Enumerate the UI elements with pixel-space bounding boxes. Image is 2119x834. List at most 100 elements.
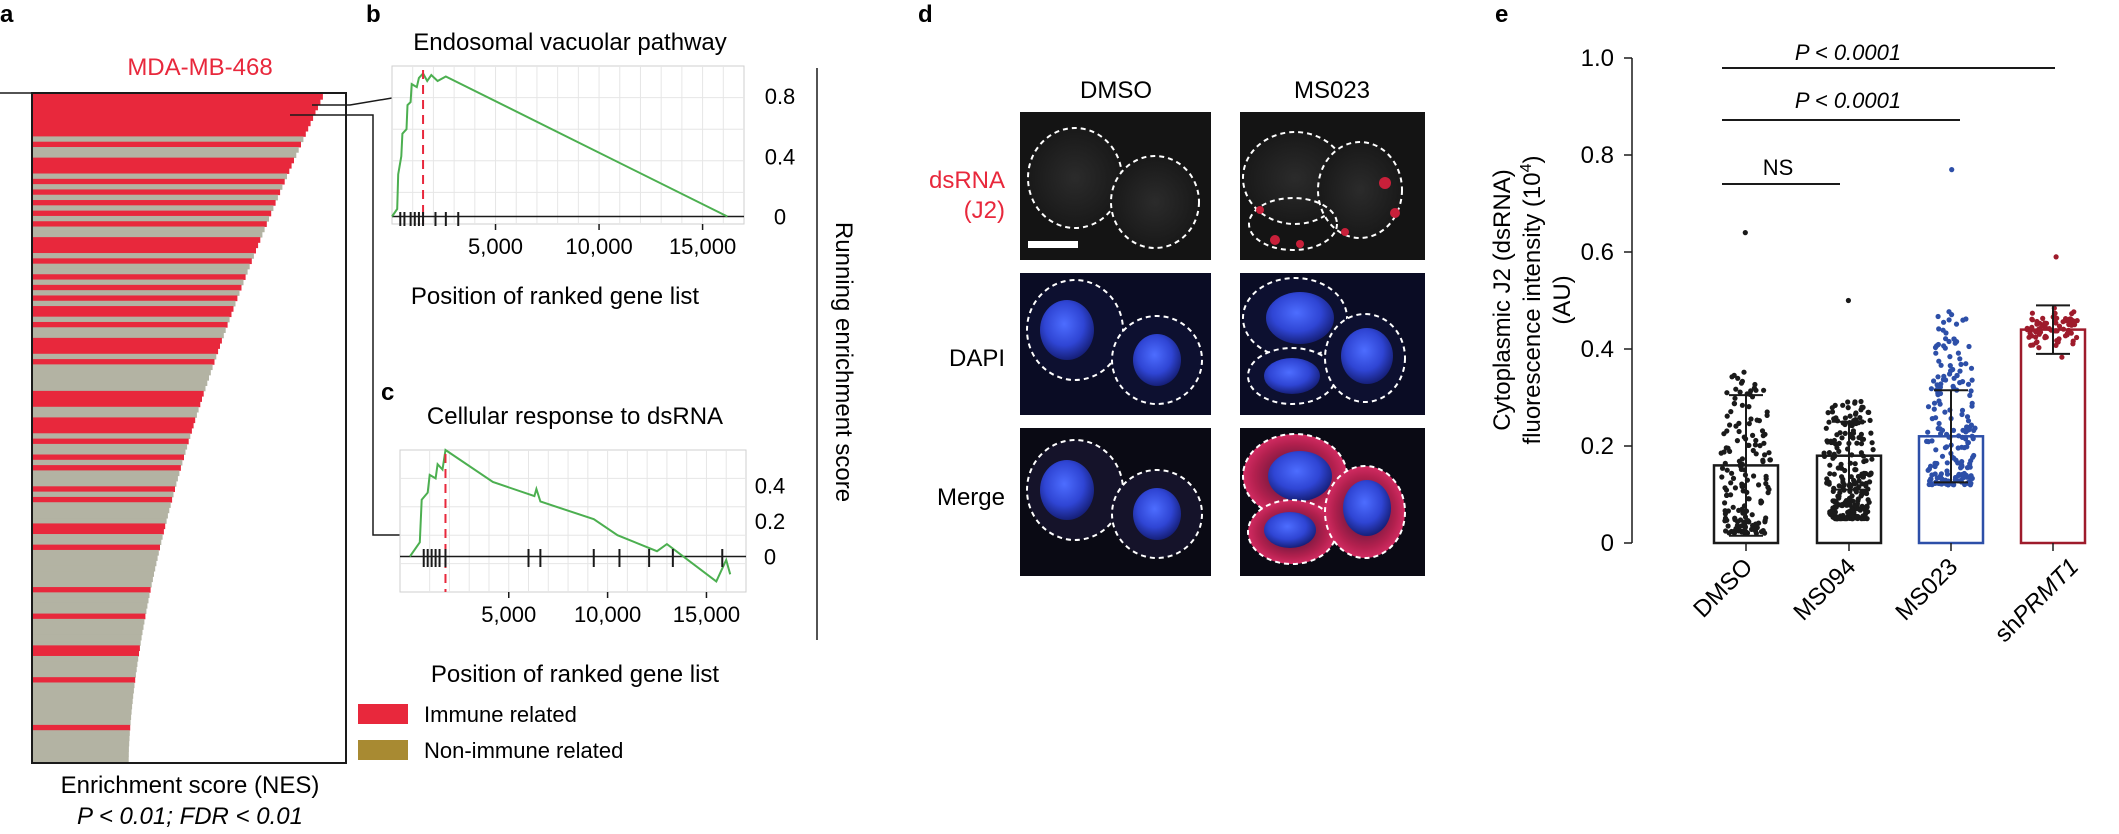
e-data-point	[2056, 323, 2063, 329]
e-data-point	[1866, 499, 1872, 505]
e-data-point	[1969, 433, 1975, 439]
e-data-point	[1964, 465, 1971, 471]
non-immune-gene-set-bar	[33, 263, 250, 270]
e-data-point	[1735, 375, 1741, 381]
e-data-point	[1724, 390, 1730, 396]
row-label-dsrna: dsRNA	[929, 167, 1005, 194]
immune-gene-set-bar	[33, 401, 201, 408]
non-immune-gene-set-bar	[33, 756, 129, 763]
panel-c-letter: c	[381, 379, 394, 406]
e-data-point	[1965, 381, 1972, 387]
e-data-point	[1752, 442, 1758, 448]
e-data-point	[1967, 392, 1973, 398]
e-data-point	[1730, 475, 1737, 481]
panel-e: e Cytoplasmic J2 (dsRNA) fluorescence in…	[1489, 1, 2087, 648]
e-data-point	[1728, 480, 1734, 486]
e-data-point	[1842, 415, 1848, 421]
non-immune-gene-set-bar	[33, 374, 209, 381]
non-immune-gene-set-bar	[33, 268, 248, 275]
e-data-point	[1935, 341, 1941, 348]
e-data-point	[1760, 459, 1766, 465]
legend-non-immune-label: Non-immune related	[424, 738, 623, 763]
y-tick-label: 0	[764, 545, 776, 570]
e-data-point	[1928, 480, 1934, 486]
e-data-point	[1964, 414, 1971, 420]
non-immune-gene-set-bar	[33, 746, 129, 752]
e-data-point	[1929, 438, 1935, 444]
non-immune-gene-set-bar	[33, 708, 132, 715]
e-data-point	[1935, 425, 1941, 432]
non-immune-gene-set-bar	[33, 364, 213, 371]
e-data-point	[1719, 474, 1725, 480]
non-immune-gene-set-bar	[33, 231, 263, 238]
e-data-point	[2033, 329, 2039, 335]
e-data-point	[1736, 507, 1742, 513]
e-data-point	[1963, 361, 1969, 367]
e-data-point	[2055, 339, 2061, 345]
panel-b: b Endosomal vacuolar pathway 5,000 10,000…	[366, 1, 795, 310]
row-label-merge: Merge	[937, 484, 1005, 511]
micrograph-j2-dmso	[1020, 112, 1211, 260]
e-data-point	[1939, 453, 1946, 459]
non-immune-gene-set-bar	[33, 332, 224, 339]
e-data-point	[1733, 423, 1739, 429]
e-data-point	[1868, 430, 1874, 436]
non-immune-gene-set-bar	[33, 608, 147, 614]
e-data-point	[1949, 167, 1955, 173]
immune-gene-set-bar	[33, 141, 301, 148]
e-data-point	[1968, 388, 1974, 394]
e-data-point	[1730, 504, 1736, 510]
e-data-point	[1823, 425, 1829, 431]
non-immune-gene-set-bar	[33, 597, 149, 604]
e-data-point	[1950, 427, 1957, 433]
connector-b-top	[312, 97, 393, 106]
non-immune-gene-set-bar	[33, 449, 186, 455]
e-data-point	[1832, 453, 1838, 459]
e-data-point	[1723, 528, 1729, 534]
immune-gene-set-bar	[33, 94, 323, 100]
non-immune-gene-set-bar	[33, 443, 188, 450]
x-tick-label: 10,000	[574, 602, 641, 627]
e-data-point	[1857, 415, 1863, 421]
e-data-point	[1938, 362, 1944, 368]
panel-c: c Cellular response to dsRNA 5,000 10,000…	[381, 379, 785, 688]
non-immune-gene-set-bar	[33, 555, 158, 561]
e-data-point	[2070, 338, 2076, 344]
non-immune-gene-set-bar	[33, 629, 143, 636]
e-data-point	[1942, 445, 1948, 451]
immune-gene-set-bar	[33, 306, 234, 312]
e-data-point	[1826, 419, 1832, 425]
non-immune-gene-set-bar	[33, 534, 163, 540]
e-data-point	[1966, 343, 1972, 350]
e-data-point	[1725, 445, 1731, 451]
e-data-point	[1827, 462, 1833, 468]
e-data-point	[1841, 482, 1847, 488]
e-data-point	[1829, 409, 1836, 415]
scale-bar	[1028, 241, 1078, 248]
e-xlabel-shprmt1: shPRMT1	[1990, 553, 2085, 648]
e-data-point	[1939, 427, 1946, 433]
e-data-point	[2068, 330, 2074, 336]
e-data-point	[1934, 475, 1940, 481]
immune-gene-set-bar	[33, 115, 314, 121]
e-data-point	[1765, 484, 1771, 490]
e-data-point	[1961, 445, 1967, 451]
e-data-point	[1947, 354, 1953, 360]
e-data-point	[1749, 526, 1755, 533]
immune-gene-set-bar	[33, 428, 192, 434]
non-immune-gene-set-bar	[33, 539, 162, 546]
e-data-point	[1928, 463, 1934, 469]
running-es-label: Running enrichment score	[830, 222, 857, 502]
e-data-point	[1837, 430, 1843, 436]
e-data-point	[1933, 415, 1939, 421]
non-immune-gene-set-bar	[33, 682, 135, 689]
e-data-point	[1739, 402, 1745, 408]
immune-gene-set-bar	[33, 422, 194, 429]
e-data-point	[1952, 477, 1958, 483]
immune-gene-set-bar	[33, 677, 136, 683]
e-data-point	[1731, 372, 1737, 378]
non-immune-gene-set-bar	[33, 560, 157, 567]
panel-e-plot: 0 0.2 0.4 0.6 0.8 1.0 DMSO MS094 MS023	[1581, 45, 2087, 626]
e-data-point	[1931, 406, 1937, 412]
